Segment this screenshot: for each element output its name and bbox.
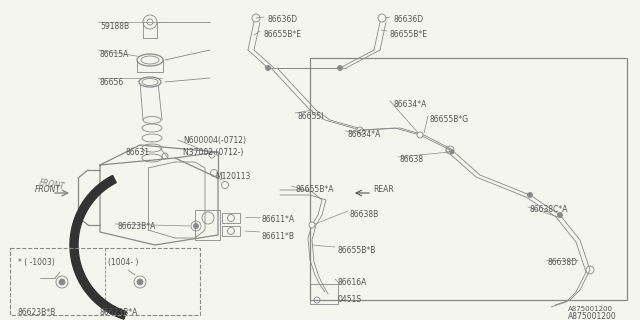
Text: 86655B*B: 86655B*B (338, 246, 376, 255)
Text: A875001200: A875001200 (568, 312, 617, 320)
Text: M120113: M120113 (215, 172, 250, 181)
Text: 86634*A: 86634*A (348, 130, 381, 139)
Text: 86615A: 86615A (100, 50, 129, 59)
Text: 86611*A: 86611*A (262, 215, 295, 224)
Text: 86636D: 86636D (268, 15, 298, 24)
Text: FRONT: FRONT (35, 185, 61, 194)
Text: N37002 (0712-): N37002 (0712-) (183, 148, 243, 157)
Bar (310, 284, 338, 304)
Circle shape (417, 132, 423, 138)
Text: FRONT: FRONT (38, 178, 65, 192)
Circle shape (357, 127, 363, 133)
Bar (222, 226, 240, 236)
Bar (310, 58, 627, 300)
Bar (10, 248, 200, 315)
Text: 86638D: 86638D (548, 258, 578, 267)
Text: N600004(-0712): N600004(-0712) (183, 136, 246, 145)
Circle shape (137, 279, 143, 285)
Text: 86623B*B: 86623B*B (18, 308, 56, 317)
Text: 86623B*A: 86623B*A (118, 222, 156, 231)
Text: 86655B*E: 86655B*E (263, 30, 301, 39)
Text: 0451S: 0451S (338, 295, 362, 304)
Text: 86611*B: 86611*B (262, 232, 295, 241)
Circle shape (337, 66, 342, 70)
Text: 86655B*E: 86655B*E (390, 30, 428, 39)
Circle shape (193, 223, 198, 228)
Circle shape (309, 222, 315, 228)
Text: 86636D: 86636D (393, 15, 423, 24)
Text: 59188B: 59188B (100, 22, 129, 31)
Text: 86638B: 86638B (350, 210, 380, 219)
Circle shape (266, 66, 271, 70)
Text: 86631: 86631 (125, 148, 149, 157)
Text: * ( -1003): * ( -1003) (18, 258, 55, 267)
Text: 86656: 86656 (100, 78, 124, 87)
Circle shape (557, 212, 563, 218)
Text: A875001200: A875001200 (568, 306, 613, 312)
Text: 86655I: 86655I (298, 112, 324, 121)
Circle shape (450, 150, 454, 154)
Text: 86623B*A: 86623B*A (100, 308, 138, 317)
Polygon shape (70, 175, 126, 319)
Text: (1004- ): (1004- ) (108, 258, 138, 267)
Text: 86638C*A: 86638C*A (530, 205, 568, 214)
Ellipse shape (137, 54, 163, 66)
Text: 86634*A: 86634*A (393, 100, 426, 109)
Bar (195, 210, 220, 240)
Circle shape (59, 279, 65, 285)
Circle shape (527, 193, 532, 197)
Text: 86655B*G: 86655B*G (430, 115, 469, 124)
Ellipse shape (139, 77, 161, 87)
Bar (222, 213, 240, 223)
Text: 86638: 86638 (400, 155, 424, 164)
Text: 86616A: 86616A (338, 278, 367, 287)
Text: REAR: REAR (373, 185, 394, 194)
Text: 86655B*A: 86655B*A (295, 185, 333, 194)
